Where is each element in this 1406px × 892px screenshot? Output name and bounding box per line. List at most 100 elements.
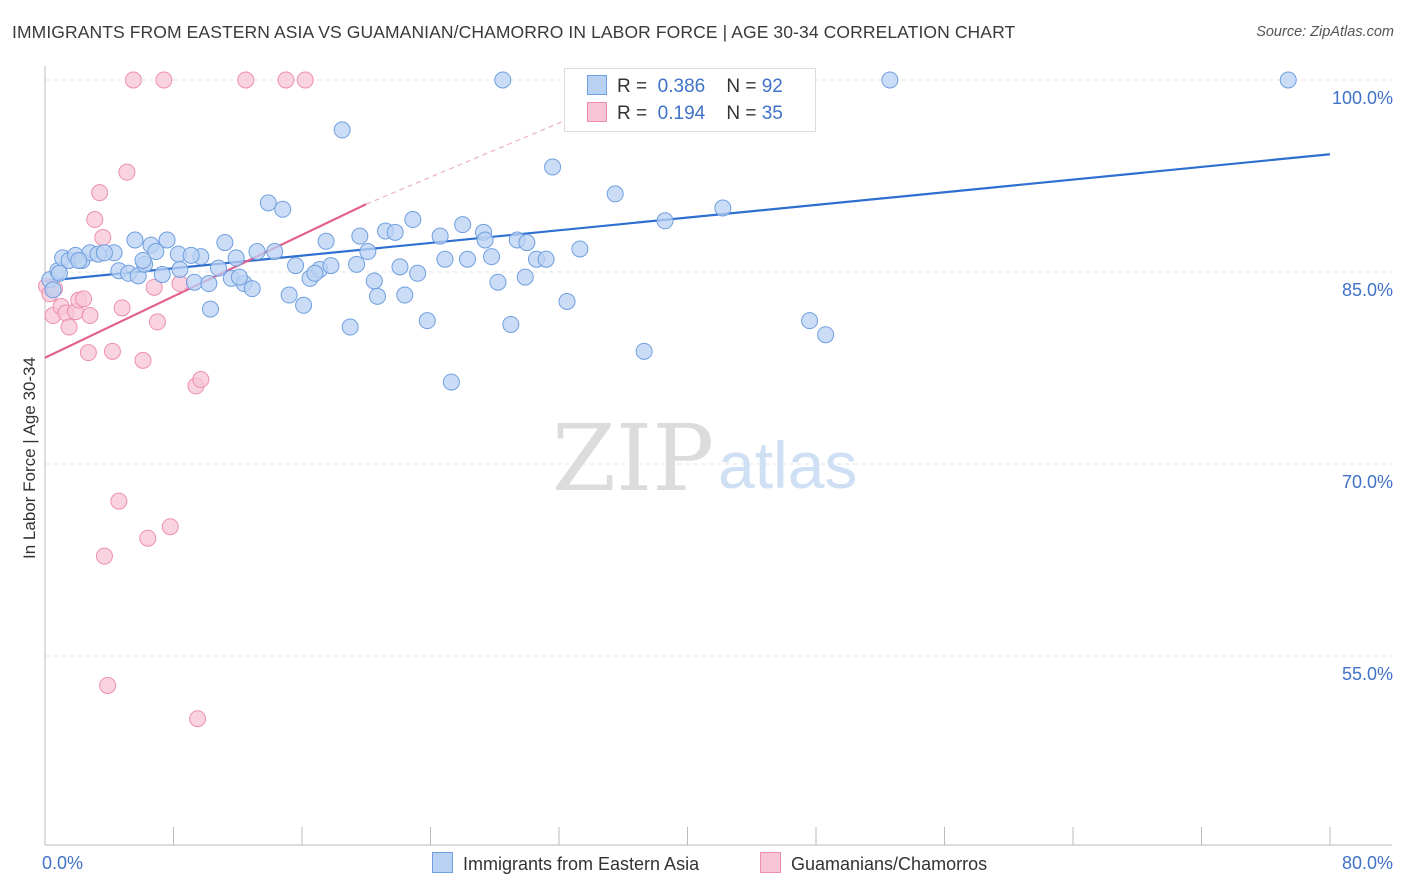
bottom-pink-label: Guamanians/Chamorros (791, 854, 988, 874)
blue-point (147, 243, 165, 261)
pink-point (148, 313, 166, 331)
blue-point (817, 326, 835, 344)
blue-point (518, 234, 536, 252)
blue-point (537, 250, 555, 268)
bottom-blue-swatch (432, 852, 453, 873)
blue-point (227, 249, 245, 267)
blue-point (134, 251, 152, 269)
blue-point (317, 232, 335, 250)
bottom-blue-label: Immigrants from Eastern Asia (463, 854, 700, 874)
pink-point (75, 290, 93, 308)
stats-legend: R = 0.386 N = 92 R = 0.194 N = 35 (564, 68, 816, 132)
blue-point (209, 259, 227, 277)
blue-point (436, 250, 454, 268)
pink-point (189, 710, 207, 728)
blue-point (483, 248, 501, 266)
pink-point (124, 71, 142, 89)
bottom-legend-blue: Immigrants from Eastern Asia (432, 852, 699, 875)
pink-point (60, 318, 78, 336)
pink-point (277, 71, 295, 89)
blue-point (182, 246, 200, 264)
blue-point (50, 264, 68, 282)
watermark-zip: ZIP (552, 405, 714, 512)
y-tick-label-55: 55.0% (1342, 664, 1393, 684)
blue-point (544, 158, 562, 176)
pink-swatch (587, 102, 607, 122)
pink-point (81, 307, 99, 325)
axes (44, 66, 1392, 846)
legend-row-pink: R = 0.194 N = 35 (587, 102, 783, 126)
pink-point (94, 228, 112, 246)
blue-point (442, 373, 460, 391)
x-tick-label-max: 80.0% (1342, 853, 1393, 873)
blue-point (274, 200, 292, 218)
y-tick-label-100: 100.0% (1332, 88, 1393, 108)
blue-point (386, 223, 404, 241)
blue-n-value: 92 (761, 76, 783, 97)
pink-r-label: R = (617, 103, 648, 124)
blue-point (171, 260, 189, 278)
blue-point (359, 243, 377, 261)
blue-point (391, 258, 409, 276)
pink-point (103, 342, 121, 360)
blue-point (1279, 71, 1297, 89)
blue-point (230, 268, 248, 286)
blue-point (126, 231, 144, 249)
pink-point (145, 278, 163, 296)
blue-point (266, 243, 284, 261)
blue-point (216, 234, 234, 252)
pink-n-value: 35 (761, 103, 783, 124)
blue-point (185, 273, 203, 291)
blue-point (44, 281, 62, 299)
pink-point (110, 492, 128, 510)
blue-point (158, 231, 176, 249)
blue-point (494, 71, 512, 89)
blue-point (458, 250, 476, 268)
blue-point (489, 273, 507, 291)
bottom-pink-swatch (760, 852, 781, 873)
blue-point (351, 227, 369, 245)
y-tick-label-70: 70.0% (1342, 472, 1393, 492)
y-tick-label-85: 85.0% (1342, 280, 1393, 300)
blue-point (287, 257, 305, 275)
blue-point (153, 266, 171, 284)
blue-point (404, 211, 422, 229)
blue-point (558, 292, 576, 310)
blue-point (801, 312, 819, 330)
blue-point (322, 257, 340, 275)
pink-point (134, 351, 152, 369)
blue-point (95, 244, 113, 262)
blue-point (259, 194, 277, 212)
blue-point (333, 121, 351, 139)
pink-point (113, 299, 131, 317)
blue-point (396, 286, 414, 304)
blue-point (606, 185, 624, 203)
blue-point (409, 264, 427, 282)
pink-point (118, 163, 136, 181)
watermark-atlas: atlas (718, 428, 857, 502)
pink-point (192, 371, 210, 389)
source-credit: Source: ZipAtlas.com (1256, 24, 1394, 40)
legend-row-blue: R = 0.386 N = 92 (587, 75, 783, 99)
blue-point (502, 315, 520, 333)
blue-point (571, 240, 589, 258)
pink-point (95, 547, 113, 565)
blue-point (476, 231, 494, 249)
blue-point (280, 286, 298, 304)
pink-point (161, 518, 179, 536)
blue-point (295, 296, 313, 314)
blue-point (368, 287, 386, 305)
pink-point (79, 344, 97, 362)
watermark: ZIP atlas (552, 405, 857, 512)
pink-point (99, 676, 117, 694)
pink-point (86, 211, 104, 229)
axis-labels: 55.0% 70.0% 85.0% 100.0% 0.0% 80.0% In Labor F… (20, 88, 1393, 873)
blue-point (516, 268, 534, 286)
blue-point (454, 216, 472, 234)
pink-r-value: 0.194 (657, 103, 706, 124)
pink-point (237, 71, 255, 89)
blue-point (248, 243, 266, 261)
x-tick-label-min: 0.0% (42, 853, 83, 873)
blue-point (365, 272, 383, 290)
